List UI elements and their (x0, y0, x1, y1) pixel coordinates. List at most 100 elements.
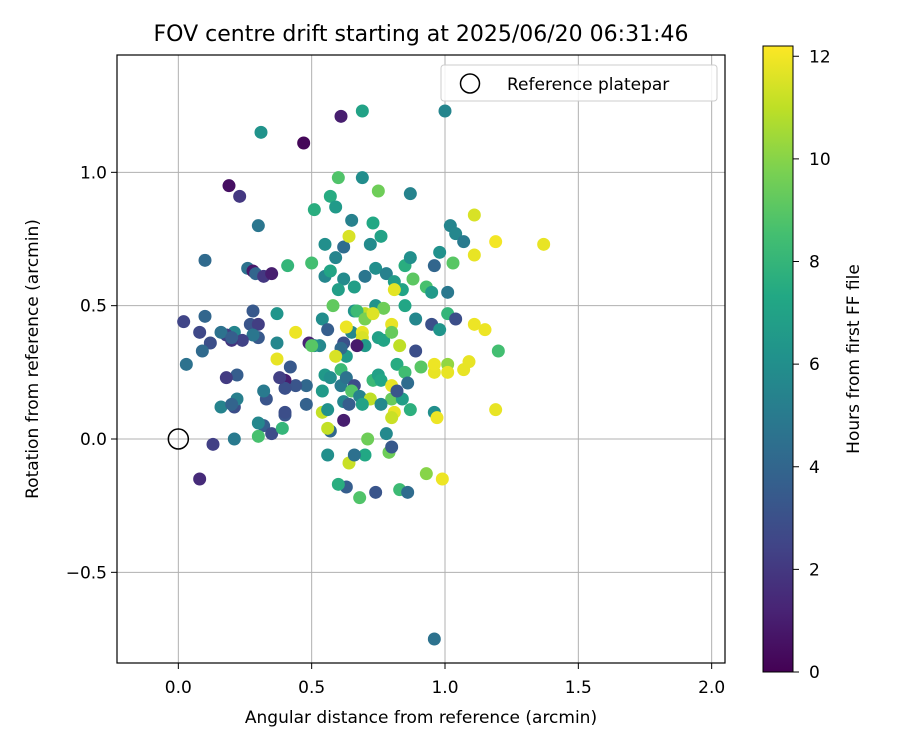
data-point (361, 432, 375, 446)
data-point (227, 432, 241, 446)
data-point (358, 448, 372, 462)
data-point (403, 187, 417, 201)
data-point (195, 344, 209, 358)
data-point (419, 467, 433, 481)
colorbar-label: Hours from first FF file (844, 264, 864, 454)
data-point (489, 403, 503, 417)
colorbar-tick-label: 2 (809, 560, 820, 580)
data-point (427, 632, 441, 646)
data-point (214, 400, 228, 414)
data-points (177, 104, 551, 646)
colorbar-ticks: 0 2 4 6 8 10 12 (793, 47, 831, 683)
data-point (326, 299, 340, 313)
data-point (374, 397, 388, 411)
data-point (387, 283, 401, 297)
data-point (278, 405, 292, 419)
x-tick-label: 0.0 (165, 678, 192, 698)
data-point (323, 189, 337, 203)
colorbar-tick-label: 12 (809, 47, 831, 67)
data-point (355, 104, 369, 118)
data-point (366, 307, 380, 321)
x-axis-label: Angular distance from reference (arcmin) (245, 708, 597, 728)
data-point (377, 301, 391, 315)
data-point (257, 384, 271, 398)
data-point (225, 397, 239, 411)
y-axis-label: Rotation from reference (arcmin) (23, 219, 43, 499)
data-point (347, 448, 361, 462)
data-point (251, 429, 265, 443)
data-point (246, 328, 260, 342)
data-point (379, 267, 393, 281)
data-point (321, 421, 335, 435)
reference-marker (167, 428, 190, 450)
colorbar-tick-label: 4 (809, 458, 820, 478)
data-point (299, 379, 313, 393)
data-point (289, 379, 303, 393)
data-point (318, 237, 332, 251)
legend: Reference platepar (440, 64, 718, 102)
data-point (265, 267, 279, 281)
data-point (305, 339, 319, 353)
data-point (374, 229, 388, 243)
colorbar-tick-label: 8 (809, 253, 820, 273)
data-point (203, 336, 217, 350)
data-point (251, 317, 265, 331)
y-tick-label: 0.5 (80, 297, 107, 317)
data-point (385, 411, 399, 425)
data-point (401, 485, 415, 499)
data-point (265, 427, 279, 441)
data-point (246, 304, 260, 318)
data-point (323, 371, 337, 385)
data-point (441, 285, 455, 299)
data-point (305, 256, 319, 270)
data-point (369, 485, 383, 499)
data-point (491, 344, 505, 358)
colorbar-tick-label: 10 (809, 150, 831, 170)
data-point (347, 280, 361, 294)
data-point (198, 253, 212, 267)
data-point (254, 125, 268, 139)
data-point (251, 416, 265, 430)
data-point (193, 325, 207, 339)
data-point (433, 323, 447, 337)
data-point (331, 171, 345, 185)
data-point (339, 371, 353, 385)
legend-box (440, 64, 718, 102)
y-tick-label: 1.0 (80, 163, 107, 183)
data-point (409, 312, 423, 326)
data-point (278, 381, 292, 395)
data-point (467, 317, 481, 331)
data-point (441, 365, 455, 379)
chart-title: FOV centre drift starting at 2025/06/20 … (154, 22, 689, 47)
data-point (225, 331, 239, 345)
data-point (371, 184, 385, 198)
data-point (235, 333, 249, 347)
data-point (275, 421, 289, 435)
data-point (342, 397, 356, 411)
data-point (446, 256, 460, 270)
data-point (353, 491, 367, 505)
data-point (315, 384, 329, 398)
data-point (337, 272, 351, 286)
data-point (342, 229, 356, 243)
data-point (339, 320, 353, 334)
data-point (457, 235, 471, 249)
x-tick-label: 1.5 (565, 678, 592, 698)
data-point (369, 261, 383, 275)
data-point (350, 304, 364, 318)
data-point (489, 235, 503, 249)
data-point (377, 333, 391, 347)
data-point (251, 219, 265, 233)
data-point (406, 272, 420, 286)
data-point (398, 299, 412, 313)
x-axis-ticks: 0.0 0.5 1.0 1.5 2.0 (165, 663, 725, 698)
data-point (355, 171, 369, 185)
data-point (398, 365, 412, 379)
x-tick-label: 1.0 (431, 678, 458, 698)
colorbar-tick-label: 6 (809, 355, 820, 375)
grid-lines (117, 55, 725, 663)
data-point (385, 440, 399, 454)
data-point (283, 360, 297, 374)
data-point (366, 216, 380, 230)
data-point (297, 136, 311, 150)
